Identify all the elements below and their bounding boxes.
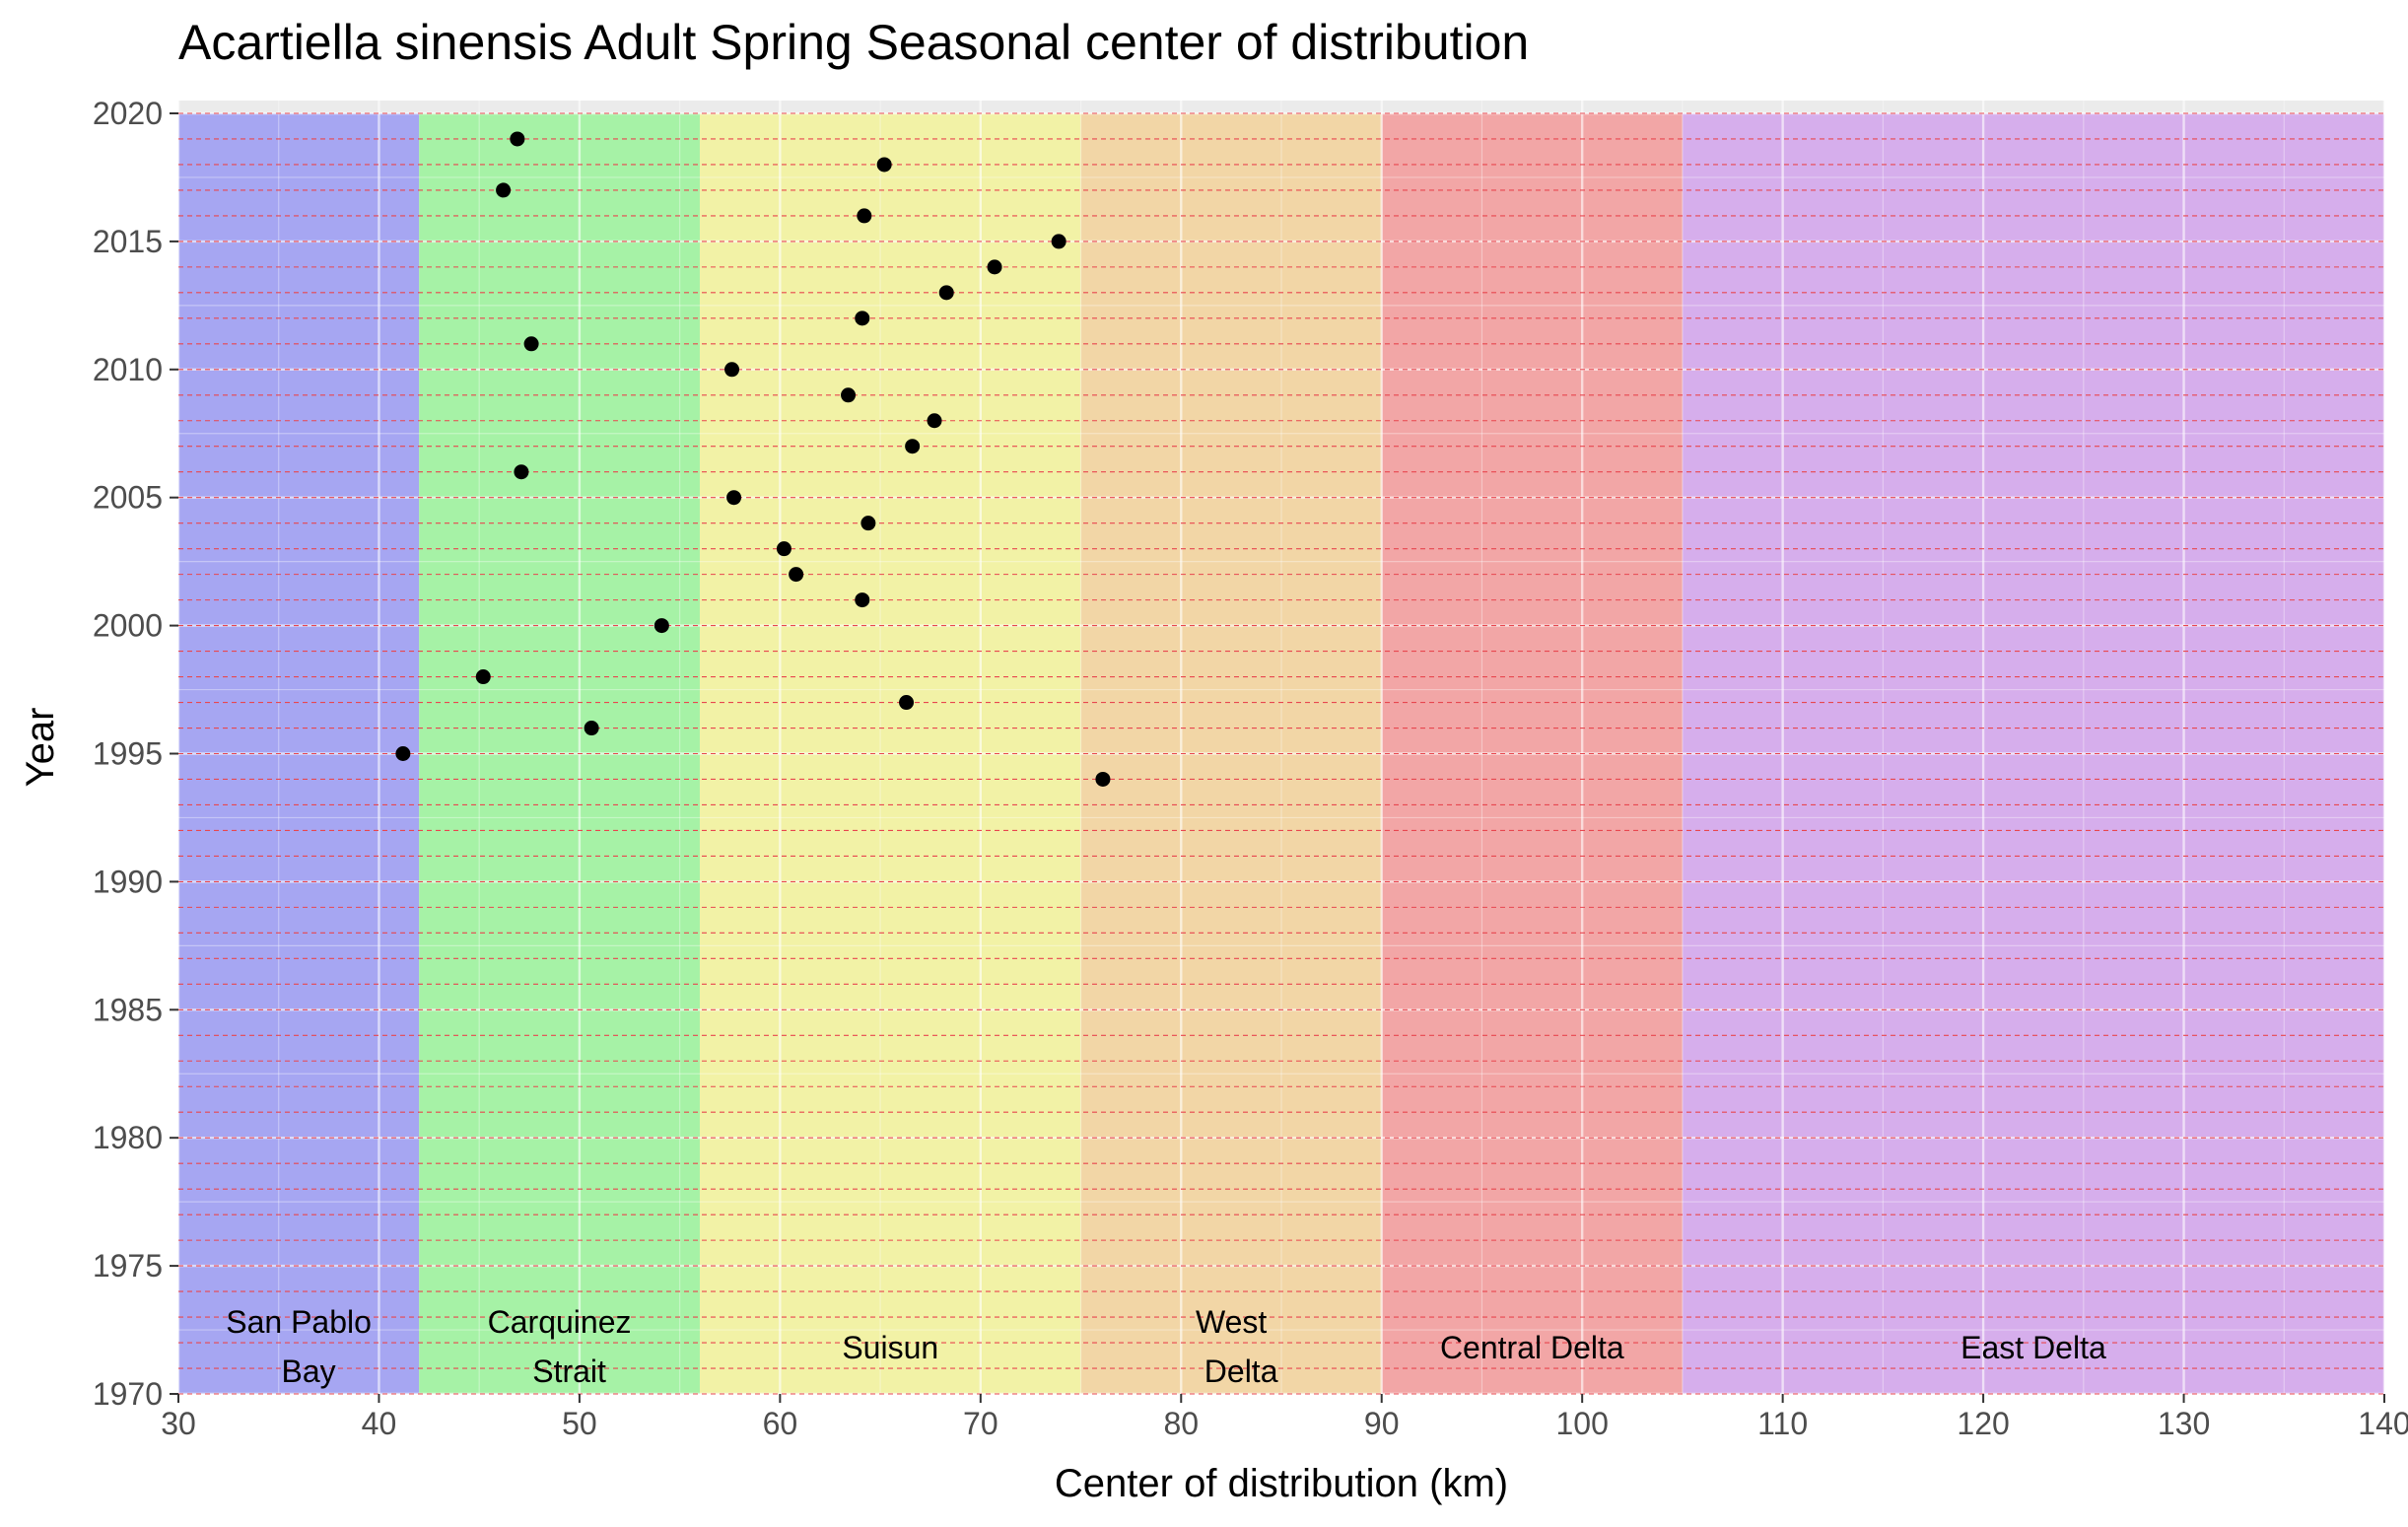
y-axis-title: Year	[19, 708, 62, 788]
region-label: Suisun	[842, 1330, 938, 1365]
data-point	[724, 362, 740, 378]
region-label: Carquinez	[488, 1304, 632, 1340]
x-tick-label: 140	[2358, 1406, 2408, 1441]
y-tick-label: 1970	[93, 1376, 163, 1412]
y-axis: 1970 1975 1980 1985 1990 1995 2000 2005 2010 2015…	[93, 96, 178, 1412]
x-tick-label: 50	[562, 1406, 597, 1441]
data-point	[860, 516, 876, 531]
x-axis: 30 40 50 60 70 80 90 100 110 120 130 140	[161, 1394, 2408, 1441]
data-point	[395, 745, 411, 761]
data-point	[776, 541, 791, 557]
x-tick-label: 30	[161, 1406, 196, 1441]
region-label: West	[1196, 1304, 1267, 1340]
region-label: San Pablo	[226, 1304, 372, 1340]
data-point	[584, 721, 599, 736]
data-point	[857, 208, 872, 224]
data-point	[654, 618, 669, 634]
x-tick-label: 110	[1757, 1406, 1808, 1441]
region-label: Delta	[1204, 1353, 1278, 1389]
x-tick-label: 70	[963, 1406, 998, 1441]
x-tick-label: 90	[1364, 1406, 1400, 1441]
region-label: Central Delta	[1440, 1330, 1624, 1365]
y-tick-label: 2000	[93, 608, 163, 644]
data-point	[899, 695, 915, 711]
year-reference-lines	[178, 112, 2384, 1395]
y-tick-label: 2015	[93, 224, 163, 259]
x-tick-label: 130	[2158, 1406, 2210, 1441]
y-tick-label: 2020	[93, 96, 163, 131]
chart-title: Acartiella sinensis Adult Spring Seasona…	[178, 15, 1529, 70]
y-tick-label: 1980	[93, 1120, 163, 1155]
data-point	[523, 336, 539, 352]
data-point	[726, 490, 742, 506]
data-point	[905, 439, 921, 454]
data-point	[841, 387, 857, 403]
y-tick-label: 1995	[93, 735, 163, 771]
region-labels: San Pablo Bay Carquinez Strait Suisun West Del…	[226, 1304, 2106, 1389]
x-tick-label: 80	[1163, 1406, 1199, 1441]
data-point	[514, 464, 529, 480]
y-tick-label: 1990	[93, 864, 163, 899]
x-axis-title: Center of distribution (km)	[1055, 1462, 1508, 1505]
region-label: East Delta	[1961, 1330, 2106, 1365]
y-tick-label: 1975	[93, 1248, 163, 1284]
y-tick-label: 1985	[93, 992, 163, 1027]
region-label: Strait	[532, 1353, 606, 1389]
data-point	[496, 182, 512, 198]
data-point	[1095, 771, 1111, 787]
data-point	[876, 157, 892, 173]
data-point	[1051, 234, 1066, 249]
x-tick-label: 100	[1555, 1406, 1608, 1441]
data-point	[855, 592, 870, 608]
data-points	[395, 131, 1111, 787]
data-point	[938, 285, 954, 301]
data-point	[510, 131, 525, 147]
region-label: Bay	[282, 1353, 336, 1389]
y-tick-label: 2010	[93, 352, 163, 387]
data-point	[475, 669, 491, 685]
y-tick-label: 2005	[93, 480, 163, 516]
data-point	[927, 413, 942, 429]
data-point	[987, 259, 1002, 275]
data-point	[855, 311, 870, 326]
x-tick-label: 40	[362, 1406, 397, 1441]
data-point	[789, 567, 804, 583]
x-tick-label: 120	[1957, 1406, 2009, 1441]
x-tick-label: 60	[763, 1406, 798, 1441]
minor-gridlines	[178, 101, 2384, 1394]
